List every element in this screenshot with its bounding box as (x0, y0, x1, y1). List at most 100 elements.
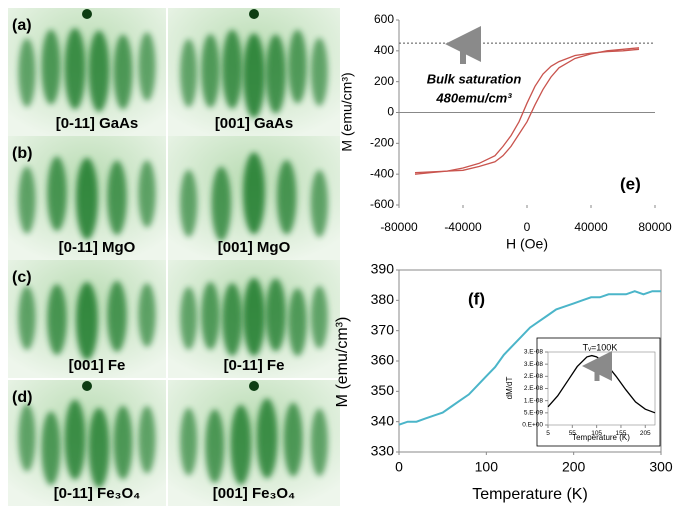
image-caption: [0-11] MgO (59, 239, 136, 256)
y-tick-label: -400 (370, 166, 394, 180)
streak (243, 278, 265, 356)
y-tick-label: 340 (371, 412, 395, 428)
image-caption: [0-11] GaAs (56, 115, 139, 132)
streak (201, 34, 220, 108)
streak (230, 404, 252, 485)
x-tick-label: -80000 (380, 220, 418, 234)
streak (283, 402, 303, 477)
streak (138, 32, 156, 101)
streak (113, 34, 133, 110)
x-axis-title: Temperature (K) (572, 433, 630, 442)
data-line (414, 47, 640, 174)
streak (107, 160, 127, 236)
panel-label: (d) (12, 389, 32, 406)
panel-label: (e) (620, 174, 641, 193)
x-tick-label: 105 (591, 430, 602, 437)
rheed-image: [0-11] Fe (168, 260, 340, 378)
streak (18, 166, 36, 234)
streak (288, 29, 307, 104)
y-tick-label: 330 (371, 443, 395, 459)
x-tick-label: 0 (524, 220, 531, 234)
rheed-image: [001] Fe (8, 260, 166, 378)
x-tick-label: 80000 (638, 220, 672, 234)
x-tick-label: 300 (649, 459, 673, 475)
streak (76, 282, 98, 360)
streak (310, 408, 328, 477)
streak (18, 403, 36, 472)
image-caption: [001] Fe (69, 357, 126, 374)
streak (180, 287, 198, 350)
x-tick-label: 0 (395, 459, 403, 475)
chart: 0.E+00 5.E-09 1.E-08 2.E-08 2.E-08 3.E-08 3.E-… (505, 337, 661, 447)
chart: 330 340 350 360 370 380 390 0 100 200 300 Temperatu… (334, 261, 673, 504)
y-tick-label: 390 (371, 261, 395, 277)
spot (82, 381, 92, 391)
streak (310, 170, 328, 238)
y-tick-label: 200 (374, 74, 394, 88)
x-tick-label: 155 (616, 430, 627, 437)
spot (249, 9, 259, 19)
rheed-image: [001] GaAs (168, 8, 340, 136)
y-tick-label: -200 (370, 136, 394, 150)
rheed-image: [0-11] Fe₃O₄ (8, 380, 166, 506)
y-tick-label: 3.E-08 (524, 361, 544, 368)
x-tick-label: 5 (546, 430, 550, 437)
streak (47, 156, 67, 231)
streak (41, 411, 61, 486)
image-caption: [0-11] Fe₃O₄ (54, 485, 141, 502)
y-tick-label: -600 (370, 197, 394, 211)
rheed-image: [0-11] GaAs (8, 8, 166, 136)
x-tick-label: 40000 (574, 220, 608, 234)
streak (276, 160, 297, 235)
y-tick-label: 0.E+00 (522, 422, 543, 429)
spot (249, 381, 259, 391)
annotation: 480emu/cm³ (435, 90, 512, 105)
data-line (414, 48, 640, 175)
streak (41, 29, 61, 105)
y-tick-label: 2.E-08 (524, 373, 544, 380)
streak (180, 39, 198, 108)
y-tick-label: 0 (387, 105, 394, 119)
rheed-image: [0-11] MgO (8, 136, 166, 260)
streak (64, 28, 86, 110)
rheed-image: [001] MgO (168, 136, 340, 260)
panel-label: (a) (12, 17, 32, 34)
y-tick-label: 1.E-08 (524, 397, 544, 404)
x-tick-label: -40000 (444, 220, 482, 234)
streak (88, 407, 110, 488)
y-axis-title: M (emu/cm³) (339, 72, 355, 151)
streak (113, 405, 133, 480)
image-caption: [001] MgO (218, 239, 291, 256)
y-axis-title: M (emu/cm³) (334, 317, 351, 408)
streak (310, 37, 328, 106)
y-tick-label: 350 (371, 382, 395, 398)
x-tick-label: 100 (475, 459, 499, 475)
annotation: Bulk saturation (427, 71, 522, 86)
y-tick-label: 400 (374, 43, 394, 57)
x-axis-title: Temperature (K) (472, 486, 588, 503)
rheed-image: [001] Fe₃O₄ (168, 380, 340, 506)
streak (138, 160, 156, 228)
x-tick-label: 205 (640, 430, 651, 437)
streak (64, 399, 86, 480)
y-tick-label: 5.E-09 (524, 410, 544, 417)
streak (265, 34, 286, 114)
y-tick-label: 600 (374, 12, 394, 26)
streak (88, 30, 110, 112)
chart: -600 -400 -200 0 200 400 600 -80000 -40000 0 40000… (339, 12, 672, 252)
panel-label: (b) (12, 145, 32, 162)
y-tick-label: 380 (371, 291, 395, 307)
annotation: Tᵥ=100K (583, 342, 618, 352)
streak (47, 284, 67, 355)
streak (205, 409, 225, 484)
panel-label: (f) (468, 289, 485, 308)
streak (222, 283, 243, 356)
streak (76, 157, 98, 240)
image-caption: [0-11] Fe (224, 357, 285, 374)
streak (180, 169, 198, 237)
streak (180, 408, 198, 476)
streak (243, 33, 265, 118)
streak (138, 283, 156, 347)
data-line (398, 290, 661, 426)
